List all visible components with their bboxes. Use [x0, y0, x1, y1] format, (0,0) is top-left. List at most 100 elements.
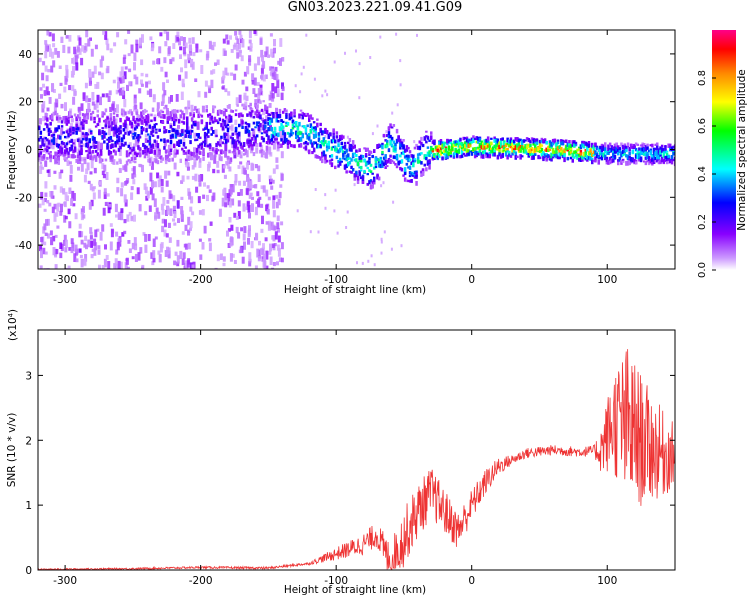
spectrogram-cell — [620, 159, 623, 163]
spectrogram-cell — [115, 231, 119, 237]
spectrogram-cell — [521, 141, 524, 146]
spectrogram-cell — [447, 151, 451, 156]
spectrogram-cell — [412, 174, 415, 177]
spectrogram-cell — [617, 145, 620, 150]
spectrogram-cell — [133, 174, 137, 178]
spectrogram-cell — [334, 165, 337, 170]
spectrogram-cell — [353, 178, 356, 181]
spectrogram-cell — [599, 145, 602, 150]
colorbar-tick-label: 0.0 — [697, 262, 708, 278]
spectrogram-cell — [478, 137, 482, 142]
spectrogram-cell — [280, 151, 284, 159]
spectrogram-cell — [190, 104, 194, 112]
spectrogram-cell — [482, 144, 485, 149]
spectrogram-cell — [431, 156, 435, 159]
spectrogram-cell — [44, 137, 47, 140]
spectrogram-cell — [83, 174, 87, 183]
spectrogram-cell — [345, 165, 348, 168]
spectrogram-cell — [107, 205, 111, 214]
spectrogram-cell — [77, 148, 81, 152]
spectrogram-cell — [169, 148, 173, 152]
spectrogram-cell — [469, 144, 472, 147]
spectrogram-cell — [133, 52, 137, 62]
spectrogram-cell — [103, 164, 107, 172]
spectrogram-cell — [384, 166, 387, 169]
spectrogram-cell — [171, 109, 174, 115]
spectrogram-cell — [194, 173, 198, 182]
spectrogram-cell — [374, 166, 378, 169]
spectrogram-cell — [506, 137, 509, 143]
spectrogram-cell — [260, 67, 264, 75]
spectrogram-cell — [91, 158, 95, 161]
spectrogram-cell — [91, 101, 95, 106]
spectrogram-cell — [276, 79, 280, 89]
spectrogram-cell — [268, 119, 272, 123]
spectrogram-cell — [52, 139, 56, 145]
spectrogram-cell — [279, 129, 282, 136]
spectrogram-cell — [216, 169, 220, 174]
spectrogram-cell — [203, 182, 206, 187]
spectrogram-cell — [245, 162, 249, 170]
spectrogram-cell — [376, 175, 379, 180]
spectrogram-cell — [59, 82, 63, 86]
spectrogram-cell — [431, 140, 435, 145]
spectrogram-cell — [670, 155, 674, 160]
spectrogram-cell — [145, 128, 148, 132]
spectrogram-cell — [116, 141, 119, 145]
spectrogram-cell — [535, 141, 539, 145]
spectrogram-cell — [449, 154, 452, 158]
spectrogram-cell — [664, 145, 667, 151]
spectrogram-cell — [358, 158, 361, 162]
spectrogram-cell — [467, 149, 470, 154]
spectrogram-cell — [119, 146, 122, 150]
spectrogram-cell — [340, 135, 343, 138]
spectrogram-cell — [160, 242, 164, 249]
spectrogram-cell — [114, 150, 117, 156]
spectrogram-cell — [136, 187, 140, 195]
spectrogram-cell — [38, 118, 42, 125]
spectrogram-cell — [60, 125, 64, 128]
spectrogram-cell — [91, 92, 95, 101]
spectrogram-cell — [164, 104, 168, 109]
spectrogram-cell — [63, 215, 67, 223]
spectrogram-cell — [152, 257, 156, 263]
spectrogram-cell — [66, 160, 70, 166]
spectrogram-cell — [272, 112, 275, 115]
spectrogram-cell — [176, 239, 180, 247]
spectrogram-cell — [200, 114, 204, 118]
spectrogram-cell — [350, 158, 353, 162]
spectrogram-cell — [65, 157, 69, 160]
spectrogram-cell — [59, 242, 63, 249]
spectrogram-cell — [508, 139, 511, 144]
spectrogram-cell — [190, 151, 194, 157]
spectrogram-cell — [573, 150, 576, 155]
spectrogram-cell — [207, 85, 211, 89]
spectrogram-cell — [163, 30, 167, 34]
spectrogram-cell — [43, 241, 47, 246]
spectrogram-cell — [353, 158, 356, 162]
spectrogram-cell — [220, 149, 223, 152]
spectrogram-cell — [105, 255, 109, 260]
spectrogram-cell — [423, 163, 426, 167]
spectrogram-cell — [94, 156, 98, 162]
spectrogram-cell — [631, 149, 635, 154]
spectrogram-cell — [272, 268, 276, 269]
spectrogram-cell — [514, 145, 517, 150]
spectrogram-cell — [364, 154, 368, 158]
spectrogram-cell — [376, 157, 379, 161]
spectrogram-cell — [255, 113, 259, 118]
spectrogram-cell — [413, 174, 417, 178]
spectrogram-cell — [457, 148, 461, 154]
spectrogram-cell — [610, 156, 613, 159]
spectrogram-cell — [271, 243, 275, 249]
spectrogram-cell — [358, 62, 361, 66]
spectrogram-cell — [578, 154, 581, 157]
spectrogram-cell — [589, 152, 592, 156]
spectrogram-cell — [229, 187, 233, 195]
spectrogram-cell — [343, 144, 347, 150]
spectrogram-cell — [233, 180, 237, 186]
snr-x-tick-label: -300 — [53, 575, 77, 587]
spectrogram-cell — [501, 153, 504, 158]
spectrogram-cell — [94, 84, 98, 89]
spectrogram-cell — [529, 143, 532, 148]
